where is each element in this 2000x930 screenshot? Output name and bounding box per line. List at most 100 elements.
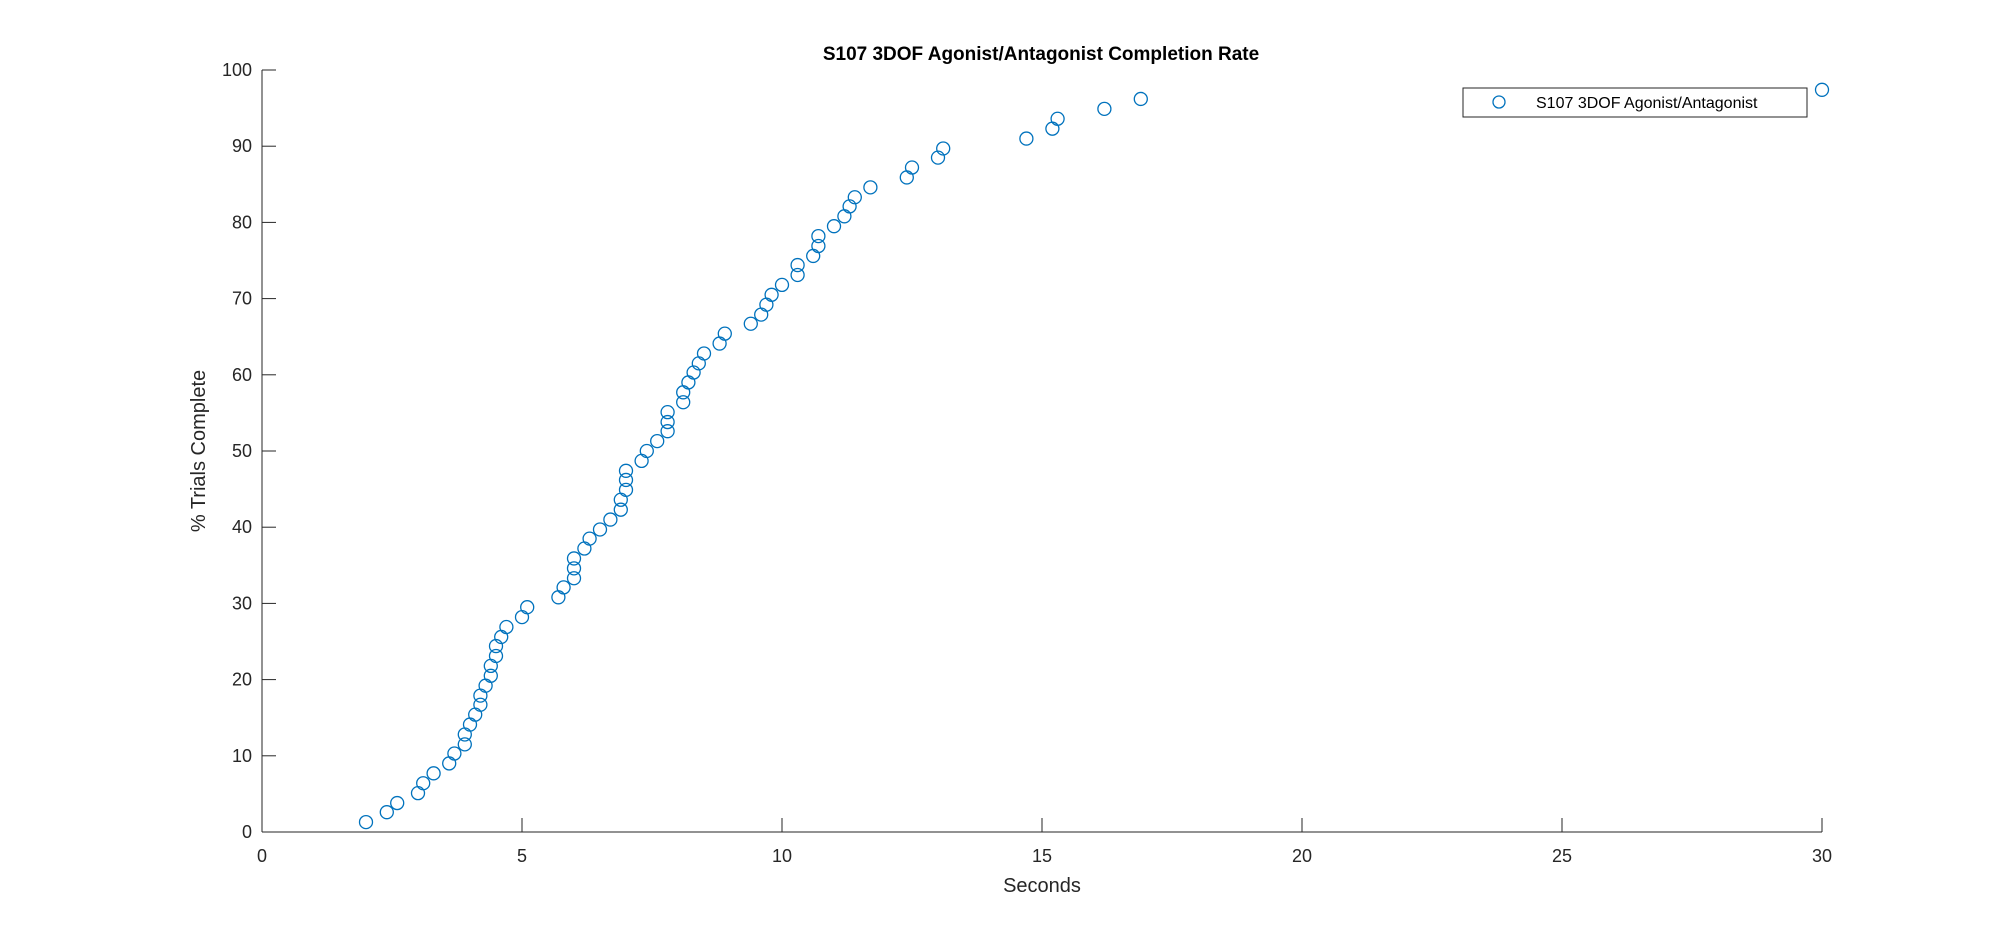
data-point bbox=[520, 600, 535, 615]
data-point bbox=[426, 766, 441, 781]
x-tick-label: 30 bbox=[1812, 846, 1832, 866]
data-point bbox=[1050, 111, 1065, 126]
data-point bbox=[566, 571, 582, 586]
data-point bbox=[473, 697, 488, 712]
data-point bbox=[618, 463, 634, 478]
data-point bbox=[686, 365, 701, 380]
data-point bbox=[613, 502, 628, 517]
data-point bbox=[390, 795, 405, 811]
data-point bbox=[676, 395, 691, 410]
y-tick-label: 40 bbox=[232, 517, 252, 537]
data-point bbox=[676, 385, 691, 400]
data-point bbox=[442, 756, 457, 771]
data-point bbox=[592, 522, 608, 537]
data-point bbox=[488, 648, 504, 664]
data-point bbox=[743, 316, 758, 331]
data-point bbox=[790, 257, 805, 273]
data-point bbox=[660, 424, 675, 439]
data-point bbox=[650, 433, 665, 449]
y-tick-label: 50 bbox=[232, 441, 252, 461]
data-point bbox=[1133, 91, 1148, 107]
y-tick-label: 90 bbox=[232, 136, 252, 156]
data-point bbox=[478, 678, 493, 693]
data-point bbox=[1045, 121, 1060, 136]
data-point bbox=[457, 737, 472, 752]
y-tick-label: 20 bbox=[232, 670, 252, 690]
data-point bbox=[1019, 131, 1034, 146]
y-tick-label: 100 bbox=[222, 60, 252, 80]
data-point bbox=[618, 482, 634, 498]
data-point bbox=[660, 404, 675, 420]
y-axis-ticks: 0 10 20 30 40 50 60 70 80 90 100 bbox=[222, 60, 276, 842]
data-point bbox=[577, 541, 592, 556]
data-point bbox=[774, 277, 790, 293]
data-point bbox=[754, 307, 769, 322]
data-point bbox=[566, 561, 582, 576]
data-point bbox=[930, 150, 946, 165]
data-point bbox=[499, 619, 514, 635]
legend-entry: S107 3DOF Agonist/Antagonist bbox=[1536, 95, 1758, 112]
data-point bbox=[759, 297, 774, 312]
data-point bbox=[618, 472, 634, 488]
data-point bbox=[566, 551, 582, 566]
data-point bbox=[1097, 101, 1112, 117]
data-point bbox=[811, 228, 826, 244]
x-tick-label: 25 bbox=[1552, 846, 1572, 866]
y-tick-label: 60 bbox=[232, 365, 252, 385]
data-point bbox=[826, 219, 842, 234]
data-point bbox=[790, 267, 805, 283]
legend-box bbox=[1462, 87, 1808, 118]
data-point bbox=[379, 805, 394, 820]
data-point bbox=[410, 785, 426, 801]
data-point bbox=[551, 590, 566, 605]
data-point bbox=[696, 346, 712, 361]
data-point bbox=[639, 443, 654, 459]
data-point bbox=[358, 814, 374, 830]
data-point bbox=[847, 190, 862, 205]
data-point bbox=[936, 141, 951, 156]
data-point bbox=[483, 668, 498, 683]
data-point bbox=[811, 238, 826, 254]
plot-area: 0 5 10 15 20 25 30 0 10 20 30 40 50 60 70 80 90 100 bbox=[222, 60, 1832, 866]
y-axis-label: % Trials Complete bbox=[188, 370, 210, 532]
data-point bbox=[837, 209, 852, 224]
x-axis-label: Seconds bbox=[1003, 875, 1081, 897]
data-point bbox=[514, 609, 530, 625]
data-point bbox=[457, 727, 472, 742]
data-point bbox=[681, 375, 696, 390]
x-tick-label: 20 bbox=[1292, 846, 1312, 866]
legend-marker bbox=[1492, 95, 1506, 109]
x-tick-label: 0 bbox=[257, 846, 267, 866]
y-tick-label: 10 bbox=[232, 746, 252, 766]
data-point bbox=[488, 638, 504, 654]
legend: S107 3DOF Agonist/Antagonist bbox=[1462, 87, 1808, 118]
data-point bbox=[634, 453, 649, 469]
data-point bbox=[764, 287, 779, 302]
data-point bbox=[863, 180, 878, 195]
x-tick-label: 10 bbox=[772, 846, 792, 866]
data-point bbox=[468, 707, 483, 722]
data-point bbox=[582, 531, 597, 546]
data-point bbox=[613, 492, 628, 507]
chart-title: S107 3DOF Agonist/Antagonist Completion … bbox=[823, 44, 1259, 65]
data-point bbox=[483, 658, 498, 674]
x-axis-ticks: 0 5 10 15 20 25 30 bbox=[257, 818, 1832, 866]
data-point bbox=[899, 170, 914, 185]
data-point bbox=[717, 326, 732, 341]
data-point bbox=[462, 717, 478, 732]
x-tick-label: 5 bbox=[517, 846, 527, 866]
data-point bbox=[603, 512, 618, 527]
data-point bbox=[842, 199, 857, 214]
x-tick-label: 15 bbox=[1032, 846, 1052, 866]
y-tick-label: 30 bbox=[232, 593, 252, 613]
data-point bbox=[1814, 82, 1830, 97]
data-point bbox=[904, 160, 920, 175]
data-point bbox=[556, 580, 571, 595]
data-point bbox=[447, 746, 462, 761]
data-point bbox=[473, 688, 488, 703]
data-point bbox=[806, 248, 821, 264]
scatter-points bbox=[358, 82, 1830, 830]
data-point bbox=[416, 776, 431, 791]
data-point bbox=[712, 336, 727, 351]
